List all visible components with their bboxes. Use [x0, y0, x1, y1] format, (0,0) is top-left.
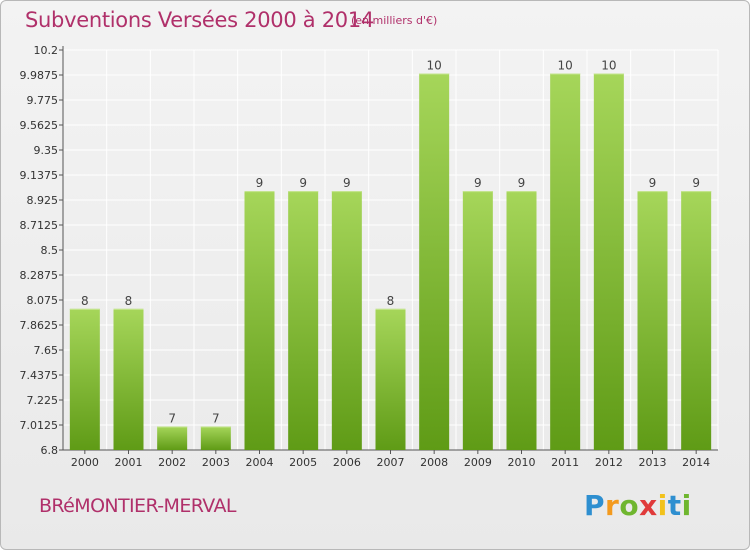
- bar: [593, 73, 624, 450]
- x-tick-label: 2014: [682, 456, 710, 469]
- axes: 6.8 7.0125 7.225 7.4375 7.65 7.8625 8.075 8.287…: [20, 44, 718, 469]
- x-tick-label: 2008: [420, 456, 448, 469]
- commune-name: BRéMONTIER-MERVAL: [39, 495, 236, 517]
- x-tick-label: 2007: [377, 456, 405, 469]
- y-tick-label: 7.225: [27, 394, 59, 407]
- y-tick-label: 7.0125: [20, 419, 59, 432]
- y-tick-label: 9.5625: [20, 119, 59, 132]
- logo-letter: i: [657, 489, 668, 522]
- x-tick-label: 2003: [202, 456, 230, 469]
- data-label: 10: [558, 59, 573, 73]
- y-tick-label: 8.2875: [20, 269, 59, 282]
- data-label: 8: [125, 294, 133, 308]
- y-tick-label: 9.1375: [20, 169, 59, 182]
- logo-letter: o: [619, 489, 640, 522]
- data-label: 10: [601, 59, 616, 73]
- bar: [375, 308, 406, 450]
- y-tick-label: 6.8: [41, 444, 59, 457]
- chart-subtitle: (en milliers d'€): [351, 14, 438, 27]
- bar: [288, 191, 319, 451]
- bar: [681, 191, 712, 451]
- x-tick-label: 2013: [639, 456, 667, 469]
- x-tick-label: 2002: [158, 456, 186, 469]
- data-label: 9: [256, 176, 264, 190]
- bar: [200, 426, 231, 450]
- y-tick-label: 7.4375: [20, 369, 59, 382]
- bar: [462, 191, 493, 451]
- chart-title: Subventions Versées 2000 à 2014: [25, 8, 374, 32]
- y-tick-label: 8.5: [41, 244, 59, 257]
- y-tick-label: 10.2: [34, 44, 59, 57]
- bars: [69, 73, 712, 451]
- data-label: 9: [343, 176, 351, 190]
- bar: [637, 191, 668, 451]
- x-tick-label: 2004: [246, 456, 274, 469]
- data-labels: 8 8 7 7 9 9 9 8 10 9 9 10 10 9 9: [81, 59, 700, 426]
- y-tick-label: 9.9875: [20, 69, 59, 82]
- x-tick-label: 2011: [551, 456, 579, 469]
- data-label: 10: [427, 59, 442, 73]
- y-tick-label: 7.65: [34, 344, 59, 357]
- y-tick-label: 8.075: [27, 294, 59, 307]
- logo-letter: r: [605, 489, 620, 522]
- y-tick-label: 9.35: [34, 144, 59, 157]
- bar: [331, 191, 362, 451]
- x-tick-label: 2006: [333, 456, 361, 469]
- x-tick-label: 2005: [289, 456, 317, 469]
- bar: [550, 73, 581, 450]
- y-tick-label: 8.7125: [20, 219, 59, 232]
- x-tick-label: 2001: [115, 456, 143, 469]
- data-label: 7: [168, 411, 176, 425]
- bar: [157, 426, 188, 450]
- logo-letter: P: [584, 489, 606, 522]
- logo-letter: x: [639, 489, 658, 522]
- logo-letter: i: [681, 489, 692, 522]
- x-tick-label: 2000: [71, 456, 99, 469]
- x-tick-label: 2012: [595, 456, 623, 469]
- bar: [506, 191, 537, 451]
- data-label: 9: [649, 176, 657, 190]
- proxiti-logo: Proxiti: [584, 489, 692, 522]
- bar: [244, 191, 275, 451]
- y-tick-label: 7.8625: [20, 319, 59, 332]
- bar: [69, 308, 100, 450]
- y-tick-label: 8.925: [27, 194, 59, 207]
- data-label: 8: [81, 294, 89, 308]
- bar: [419, 73, 450, 450]
- logo-letter: t: [667, 489, 682, 522]
- data-label: 7: [212, 411, 220, 425]
- data-label: 9: [518, 176, 526, 190]
- y-tick-label: 9.775: [27, 94, 59, 107]
- data-label: 9: [692, 176, 700, 190]
- data-label: 9: [299, 176, 307, 190]
- data-label: 8: [387, 294, 395, 308]
- x-tick-label: 2009: [464, 456, 492, 469]
- bar: [113, 308, 144, 450]
- data-label: 9: [474, 176, 482, 190]
- x-tick-label: 2010: [508, 456, 536, 469]
